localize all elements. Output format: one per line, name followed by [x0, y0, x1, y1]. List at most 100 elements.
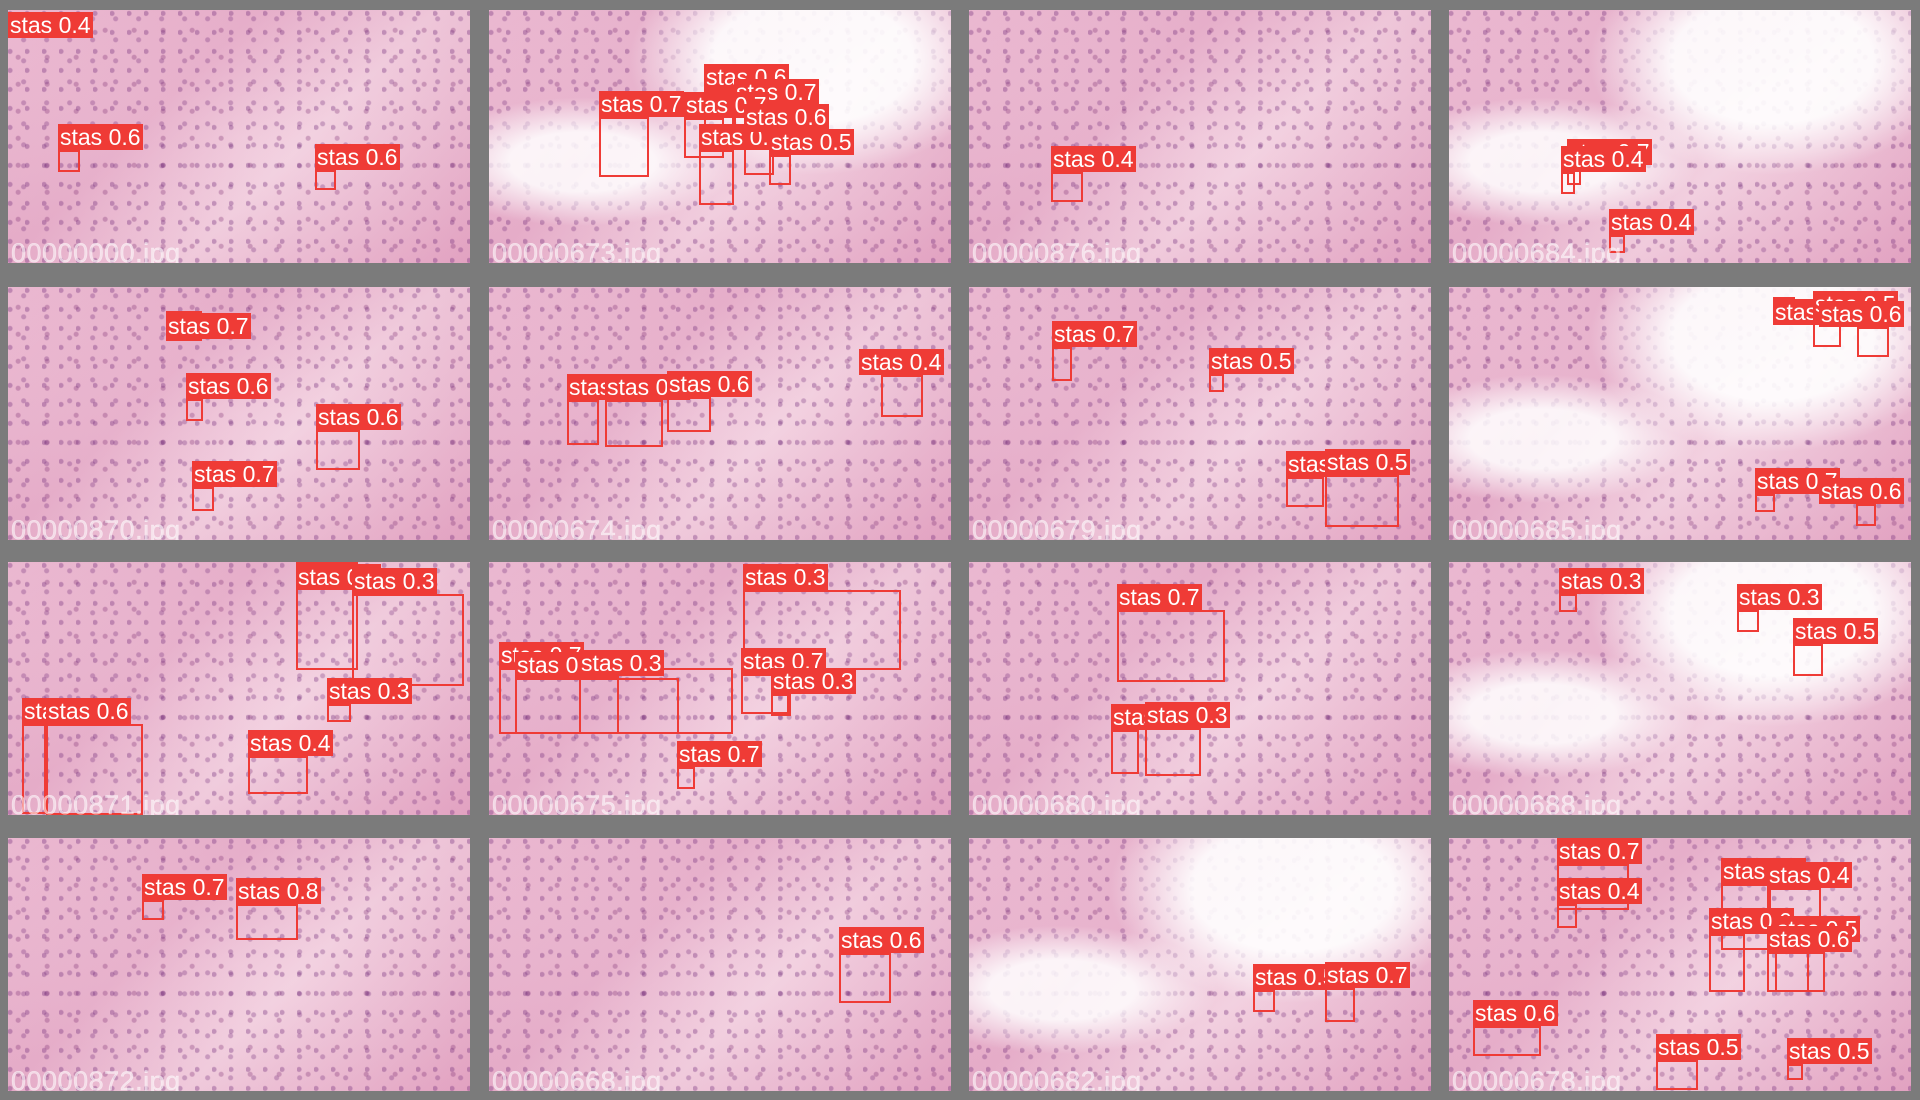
detection-label: stas 0.6: [315, 144, 400, 170]
detection-label: stas 0.7: [142, 874, 227, 900]
detection-label: stas 0.6: [316, 404, 401, 430]
image-filename: 00000675.jpg: [492, 790, 662, 815]
image-filename: 00000688.jpg: [1452, 790, 1622, 815]
image-tile: stas 0.4 00000876.jpg: [969, 10, 1431, 263]
detection-label: stas 0.6: [744, 104, 829, 130]
detection-box: [1709, 934, 1745, 992]
image-tile: stas 0.7 stas 0.4 stas 0.7 stas 0.4 stas 0.6…: [1449, 838, 1911, 1091]
image-tile: stas 0.4 stas 0.6 stas 0.6 00000000.jpg: [8, 10, 470, 263]
detection-box: [186, 399, 203, 421]
detection-box: [1052, 347, 1072, 381]
image-tile: stas 0.7 stas 0.6 stas 0.6 stas 0.7 00000870…: [8, 287, 470, 540]
detection-box: [1111, 730, 1139, 774]
detection-box: [1755, 494, 1775, 512]
image-filename: 00000680.jpg: [972, 790, 1142, 815]
detection-label: stas 0.7: [192, 461, 277, 487]
detection-box: [46, 724, 143, 815]
image-tile: stas 0.3 stas 0.3 stas 0.5 00000688.jpg: [1449, 562, 1911, 815]
detection-box: [236, 904, 298, 940]
image-filename: 00000673.jpg: [492, 238, 662, 263]
image-filename: 00000684.jpg: [1452, 238, 1622, 263]
detection-label: stas 0.3: [771, 668, 856, 694]
detection-label: stas 0.6: [1473, 1000, 1558, 1026]
detection-box: [1767, 952, 1825, 992]
detection-label: stas 0.6: [667, 371, 752, 397]
detection-box: [1557, 904, 1577, 928]
detection-label: stas 0.6: [839, 927, 924, 953]
detection-label: stas 0.7: [1325, 962, 1410, 988]
image-tile: stas 0.7 stas 0.6 stas 0.7 stas 0.7 stas 0.7…: [489, 10, 951, 263]
detection-label: stas 0.5: [1656, 1034, 1741, 1060]
detection-label: stas 0.5: [1253, 964, 1338, 990]
image-filename: 00000871.jpg: [11, 790, 181, 815]
tissue-texture: [969, 10, 1431, 263]
detection-box: [1117, 610, 1225, 682]
detection-box: [1561, 172, 1575, 194]
detection-label: stas 0.4: [859, 349, 944, 375]
tissue-texture: [8, 838, 470, 1091]
detection-label: stas 0.7: [1052, 321, 1137, 347]
detection-box: [567, 400, 599, 445]
detection-box: [1286, 477, 1324, 507]
detection-box: [1051, 172, 1083, 202]
detection-box: [1609, 235, 1625, 253]
image-tile: stas 0.6 00000668.jpg: [489, 838, 951, 1091]
image-filename: 00000678.jpg: [1452, 1066, 1622, 1091]
detection-label: stas 0.7: [677, 741, 762, 767]
detection-box: [1656, 1060, 1698, 1090]
detection-box: [22, 724, 46, 814]
detection-label: stas 0.4: [1561, 146, 1646, 172]
detection-box: [881, 375, 923, 417]
detection-label: stas 0.7: [1117, 584, 1202, 610]
detection-box: [599, 117, 649, 177]
detection-box: [248, 756, 308, 794]
detection-box: [327, 704, 351, 722]
detection-box: [142, 900, 164, 920]
detection-box: [1325, 475, 1399, 527]
detection-label: stas 0.7: [599, 91, 684, 117]
image-filename: 00000685.jpg: [1452, 515, 1622, 540]
detection-label: stas 0.8: [236, 878, 321, 904]
image-filename: 00000872.jpg: [11, 1066, 181, 1091]
detection-label: stas 0.6: [58, 124, 143, 150]
detection-box: [1737, 610, 1759, 632]
detection-label: stas 0.3: [579, 650, 664, 676]
image-filename: 00000870.jpg: [11, 515, 181, 540]
detection-label: stas 0.3: [1145, 702, 1230, 728]
detection-label: stas 0.6: [1767, 926, 1852, 952]
image-filename: 00000668.jpg: [492, 1066, 662, 1091]
detection-label: stas 0.3: [1559, 568, 1644, 594]
detection-box: [1559, 594, 1577, 612]
detection-box: [1209, 374, 1224, 392]
detection-box: [839, 953, 891, 1003]
detection-box: [1793, 644, 1823, 676]
detection-label: stas 0.5: [769, 129, 854, 155]
image-filename: 00000679.jpg: [972, 515, 1142, 540]
detection-box: [699, 150, 734, 205]
detection-box: [667, 397, 711, 432]
detection-label: stas 0.5: [1325, 449, 1410, 475]
detection-box: [605, 400, 663, 447]
detection-label: stas 0.4: [1609, 209, 1694, 235]
detection-box: [769, 155, 791, 185]
detection-label: stas 0.7: [1557, 838, 1642, 864]
detection-label: stas 0.6: [186, 373, 271, 399]
detection-label: stas 0.6: [1819, 301, 1904, 327]
image-tile: stas 0.7 stas 0.8 00000872.jpg: [8, 838, 470, 1091]
detection-label: stas 0.4: [8, 12, 93, 38]
detection-label: stas 0.6: [1819, 478, 1904, 504]
detection-label: stas 0.5: [1787, 1038, 1872, 1064]
detection-box: [1857, 327, 1889, 357]
detection-box: [296, 562, 358, 670]
detection-label: stas 0.4: [1051, 146, 1136, 172]
detection-label: stas 0.3: [327, 678, 412, 704]
detection-box: [1856, 504, 1876, 526]
detection-label: stas 0.3: [1737, 584, 1822, 610]
tissue-texture: [1449, 562, 1911, 815]
detection-box: [192, 487, 214, 511]
detection-label: stas 0.4: [248, 730, 333, 756]
detection-label: stas 0.4: [1557, 878, 1642, 904]
